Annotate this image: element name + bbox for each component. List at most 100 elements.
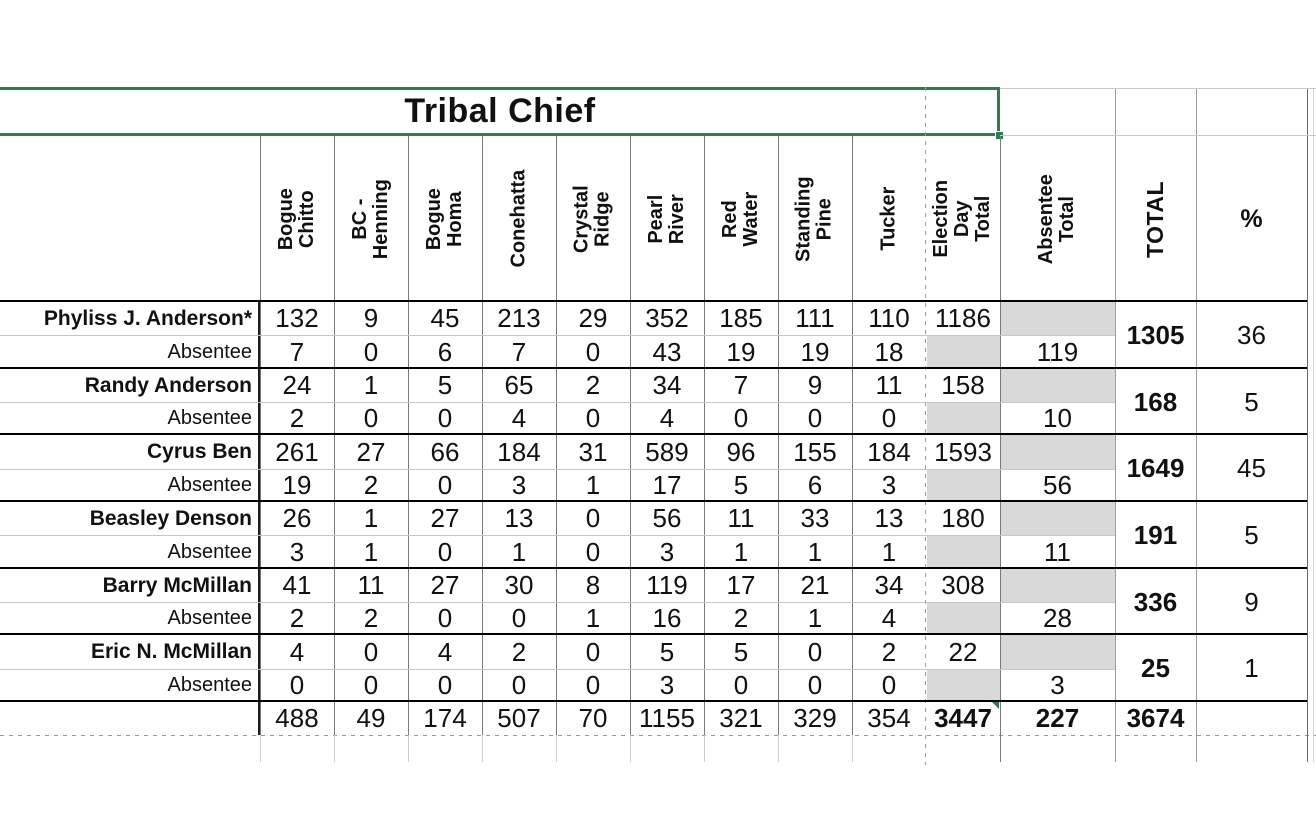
cell-absentee[interactable]: 1 — [733, 536, 749, 567]
cell-election-day[interactable]: 0 — [585, 636, 601, 667]
cell-election-day-total[interactable]: 180 — [941, 503, 985, 533]
totals-precinct[interactable]: 321 — [719, 703, 763, 733]
cell-absentee[interactable]: 1 — [363, 536, 379, 567]
cell-absentee[interactable]: 19 — [282, 470, 312, 500]
cell-absentee[interactable]: 1 — [807, 536, 823, 567]
cell-election-day[interactable]: 34 — [874, 570, 904, 600]
cell-absentee[interactable]: 0 — [733, 403, 749, 433]
cell-election-day[interactable]: 7 — [733, 370, 749, 400]
cell-election-day[interactable]: 34 — [652, 370, 682, 400]
cell-election-day[interactable]: 13 — [874, 503, 904, 533]
totals-precinct[interactable]: 488 — [275, 703, 319, 733]
cell-absentee[interactable]: 0 — [437, 603, 453, 633]
cell-election-day[interactable]: 119 — [646, 570, 688, 600]
cell-absentee[interactable]: 1 — [807, 603, 823, 633]
cell-absentee[interactable]: 3 — [289, 536, 305, 567]
absentee-label[interactable]: Absentee — [167, 540, 252, 563]
cell-absentee[interactable]: 0 — [437, 470, 453, 500]
cell-election-day[interactable]: 27 — [430, 503, 460, 533]
cell-election-day[interactable]: 2 — [881, 636, 897, 667]
column-header[interactable]: Crystal Ridge — [556, 140, 630, 298]
cell-absentee[interactable]: 1 — [585, 470, 601, 500]
cell-absentee[interactable]: 4 — [511, 403, 527, 433]
cell-election-day[interactable]: 213 — [497, 303, 541, 333]
cell-election-day[interactable]: 26 — [282, 503, 312, 533]
cell-election-day[interactable]: 2 — [585, 370, 601, 400]
cell-election-day[interactable]: 13 — [504, 503, 534, 533]
cell-absentee[interactable]: 0 — [511, 670, 527, 700]
header-election-day-total[interactable]: Election Day Total — [926, 140, 1000, 298]
cell-absentee-total[interactable]: 119 — [1036, 336, 1079, 367]
cell-election-day-total[interactable]: 158 — [941, 370, 985, 400]
cell-absentee[interactable]: 18 — [874, 336, 904, 367]
cell-absentee[interactable]: 0 — [289, 670, 305, 700]
cell-election-day[interactable]: 111 — [795, 303, 835, 333]
cell-election-day[interactable]: 184 — [867, 436, 911, 467]
cell-election-day[interactable]: 96 — [726, 436, 756, 467]
column-header[interactable]: Bogue Homa — [408, 140, 482, 298]
totals-precinct[interactable]: 507 — [497, 703, 541, 733]
cell-absentee[interactable]: 19 — [726, 336, 756, 367]
cell-absentee-total[interactable]: 28 — [1043, 603, 1072, 633]
cell-absentee[interactable]: 4 — [659, 403, 675, 433]
cell-election-day-total[interactable]: 1186 — [935, 303, 991, 333]
cell-absentee[interactable]: 2 — [363, 470, 379, 500]
cell-election-day[interactable]: 66 — [430, 436, 460, 467]
cell-absentee[interactable]: 0 — [881, 403, 897, 433]
absentee-label[interactable]: Absentee — [167, 340, 252, 363]
cell-election-day[interactable]: 24 — [282, 370, 312, 400]
cell-election-day[interactable]: 9 — [363, 303, 379, 333]
cell-absentee[interactable]: 0 — [437, 670, 453, 700]
cell-absentee[interactable]: 5 — [733, 470, 749, 500]
cell-absentee[interactable]: 0 — [881, 670, 897, 700]
totals-precinct[interactable]: 174 — [423, 703, 467, 733]
cell-total[interactable]: 25 — [1141, 653, 1170, 683]
cell-election-day[interactable]: 27 — [430, 570, 460, 600]
cell-absentee[interactable]: 0 — [585, 536, 601, 567]
cell-election-day[interactable]: 65 — [504, 370, 534, 400]
column-header[interactable]: Pearl River — [630, 140, 704, 298]
cell-absentee[interactable]: 0 — [363, 403, 379, 433]
cell-election-day[interactable]: 5 — [437, 370, 453, 400]
cell-total[interactable]: 1305 — [1126, 320, 1185, 350]
cell-election-day[interactable]: 9 — [807, 370, 823, 400]
cell-absentee[interactable]: 0 — [511, 603, 527, 633]
totals-precinct[interactable]: 1155 — [639, 703, 695, 733]
totals-precinct[interactable]: 49 — [356, 703, 386, 733]
totals-precinct[interactable]: 329 — [793, 703, 837, 733]
cell-election-day[interactable]: 56 — [652, 503, 682, 533]
cell-absentee[interactable]: 17 — [652, 470, 682, 500]
cell-election-day[interactable]: 5 — [733, 636, 749, 667]
cell-absentee[interactable]: 2 — [733, 603, 749, 633]
cell-absentee[interactable]: 1 — [585, 603, 601, 633]
cell-absentee[interactable]: 0 — [363, 670, 379, 700]
cell-election-day[interactable]: 1 — [363, 503, 379, 533]
totals-precinct[interactable]: 354 — [867, 703, 911, 733]
cell-election-day[interactable]: 132 — [275, 303, 319, 333]
cell-election-day[interactable]: 4 — [437, 636, 453, 667]
cell-absentee[interactable]: 2 — [289, 403, 305, 433]
cell-percent[interactable]: 45 — [1237, 453, 1266, 483]
cell-election-day[interactable]: 1 — [363, 370, 379, 400]
cell-percent[interactable]: 1 — [1244, 653, 1259, 683]
cell-absentee[interactable]: 2 — [289, 603, 305, 633]
cell-absentee[interactable]: 0 — [363, 336, 379, 367]
cell-election-day-total[interactable]: 1593 — [934, 436, 992, 467]
cell-absentee[interactable]: 3 — [659, 536, 675, 567]
cell-absentee[interactable]: 3 — [659, 670, 675, 700]
cell-absentee[interactable]: 4 — [881, 603, 897, 633]
column-header[interactable]: Conehatta — [482, 140, 556, 298]
cell-election-day[interactable]: 0 — [585, 503, 601, 533]
cell-absentee[interactable]: 16 — [652, 603, 682, 633]
cell-absentee-total[interactable]: 56 — [1043, 470, 1072, 500]
cell-election-day[interactable]: 589 — [645, 436, 689, 467]
cell-absentee-total[interactable]: 10 — [1043, 403, 1072, 433]
cell-election-day[interactable]: 110 — [868, 303, 910, 333]
cell-absentee[interactable]: 0 — [437, 403, 453, 433]
absentee-label[interactable]: Absentee — [167, 607, 252, 629]
cell-election-day[interactable]: 33 — [800, 503, 830, 533]
absentee-label[interactable]: Absentee — [167, 474, 252, 496]
cell-election-day[interactable]: 261 — [275, 436, 319, 467]
cell-election-day[interactable]: 11 — [357, 570, 385, 600]
cell-absentee[interactable]: 7 — [511, 336, 527, 367]
